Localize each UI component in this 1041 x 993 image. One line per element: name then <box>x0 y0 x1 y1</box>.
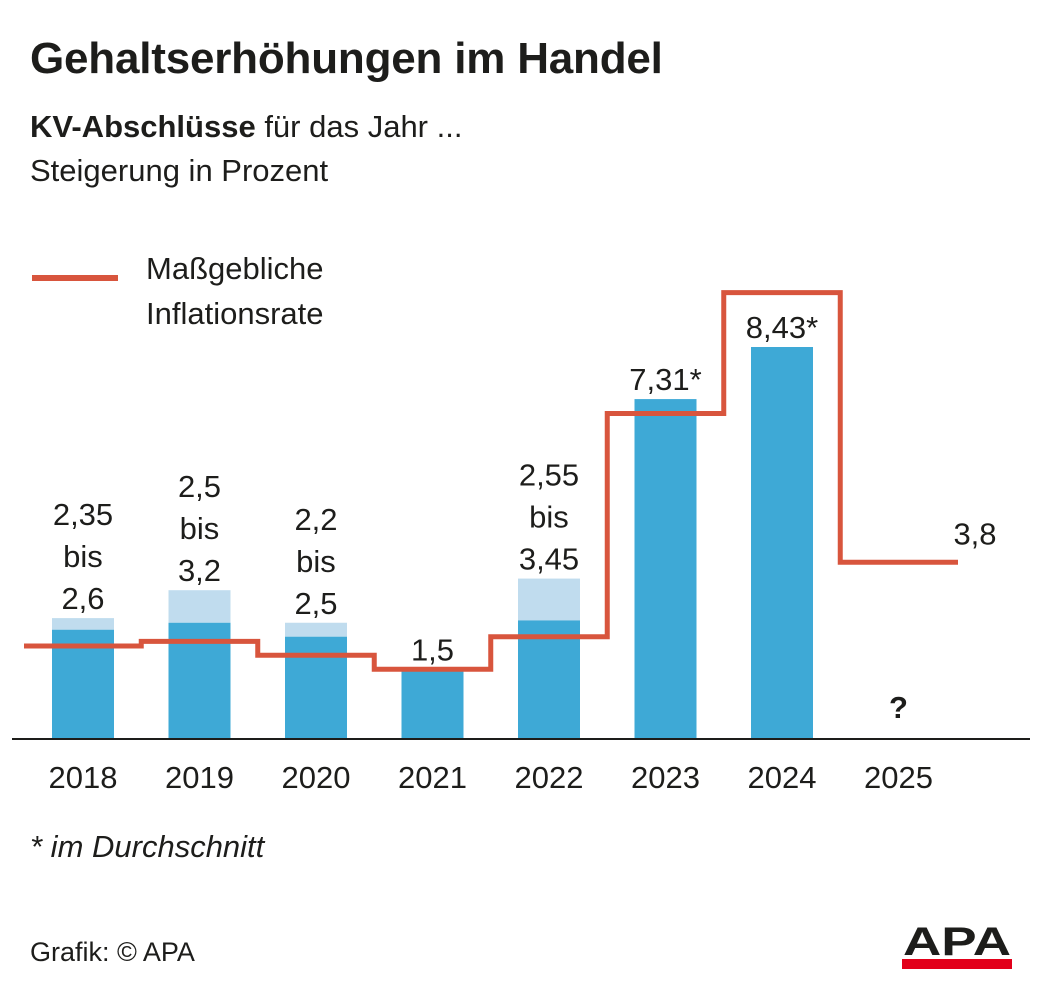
legend: Maßgebliche Inflationsrate <box>32 251 324 331</box>
bar-2023 <box>634 399 697 739</box>
data-label-2024-0: 8,43* <box>746 310 818 345</box>
data-label-2019-0: 2,5 <box>178 469 221 504</box>
data-label-2018-0: 2,35 <box>53 497 113 532</box>
bar-range-2019 <box>168 590 231 623</box>
bar-2021 <box>401 669 464 739</box>
subtitle-rest: für das Jahr ... <box>255 109 463 144</box>
data-label-2020-2: 2,5 <box>294 586 337 621</box>
inflation-line <box>24 290 958 672</box>
chart-title: Gehaltserhöhungen im Handel <box>30 34 663 83</box>
bar-range-2022 <box>518 578 580 621</box>
inflation-line-group: 3,8 <box>24 290 997 672</box>
subtitle-bold: KV-Abschlüsse <box>30 109 256 144</box>
data-label-2020-0: 2,2 <box>294 502 337 537</box>
bars-group <box>52 347 813 739</box>
x-tick-2023: 2023 <box>631 760 700 795</box>
x-tick-2024: 2024 <box>748 760 817 795</box>
data-label-2022-2: 3,45 <box>519 542 579 577</box>
data-label-2022-1: bis <box>529 500 569 535</box>
data-label-2021-0: 1,5 <box>411 632 454 667</box>
apa-logo-bar <box>902 959 1012 969</box>
unknown-value-2025: ? <box>889 690 908 725</box>
bar-range-2018 <box>52 618 114 630</box>
data-label-2020-1: bis <box>296 544 336 579</box>
x-tick-2018: 2018 <box>49 760 118 795</box>
data-label-2018-1: bis <box>63 539 103 574</box>
bar-2024 <box>751 347 813 739</box>
x-tick-labels: 2018 2019 2020 2021 2022 2023 2024 2025 <box>49 760 933 795</box>
source-credit: Grafik: © APA <box>30 937 195 967</box>
apa-logo-text: APA <box>903 920 1011 964</box>
x-tick-2021: 2021 <box>398 760 467 795</box>
x-tick-2025: 2025 <box>864 760 933 795</box>
footnote: * im Durchschnitt <box>30 829 265 864</box>
inflation-label-2025: 3,8 <box>953 516 996 551</box>
data-label-2022-0: 2,55 <box>519 458 579 493</box>
bar-range-2020 <box>285 622 347 637</box>
chart-subtitle: KV-Abschlüsse für das Jahr ... <box>30 109 462 145</box>
data-label-2019-1: bis <box>180 511 220 546</box>
bar-2022 <box>518 620 580 739</box>
chart-unit-subtitle: Steigerung in Prozent <box>30 153 329 188</box>
bar-2020 <box>285 636 347 739</box>
legend-label-line2: Inflationsrate <box>146 296 324 331</box>
x-tick-2022: 2022 <box>515 760 584 795</box>
legend-label-line1: Maßgebliche <box>146 251 323 286</box>
data-labels-group: 2,35 bis 2,6 2,5 bis 3,2 2,2 bis 2,5 1,5 2,55 bis 3,… <box>53 310 908 725</box>
apa-logo: APA <box>902 920 1012 969</box>
data-label-2023-0: 7,31* <box>629 362 701 397</box>
data-label-2019-2: 3,2 <box>178 553 221 588</box>
data-label-2018-2: 2,6 <box>61 581 104 616</box>
x-tick-2019: 2019 <box>165 760 234 795</box>
x-tick-2020: 2020 <box>282 760 351 795</box>
